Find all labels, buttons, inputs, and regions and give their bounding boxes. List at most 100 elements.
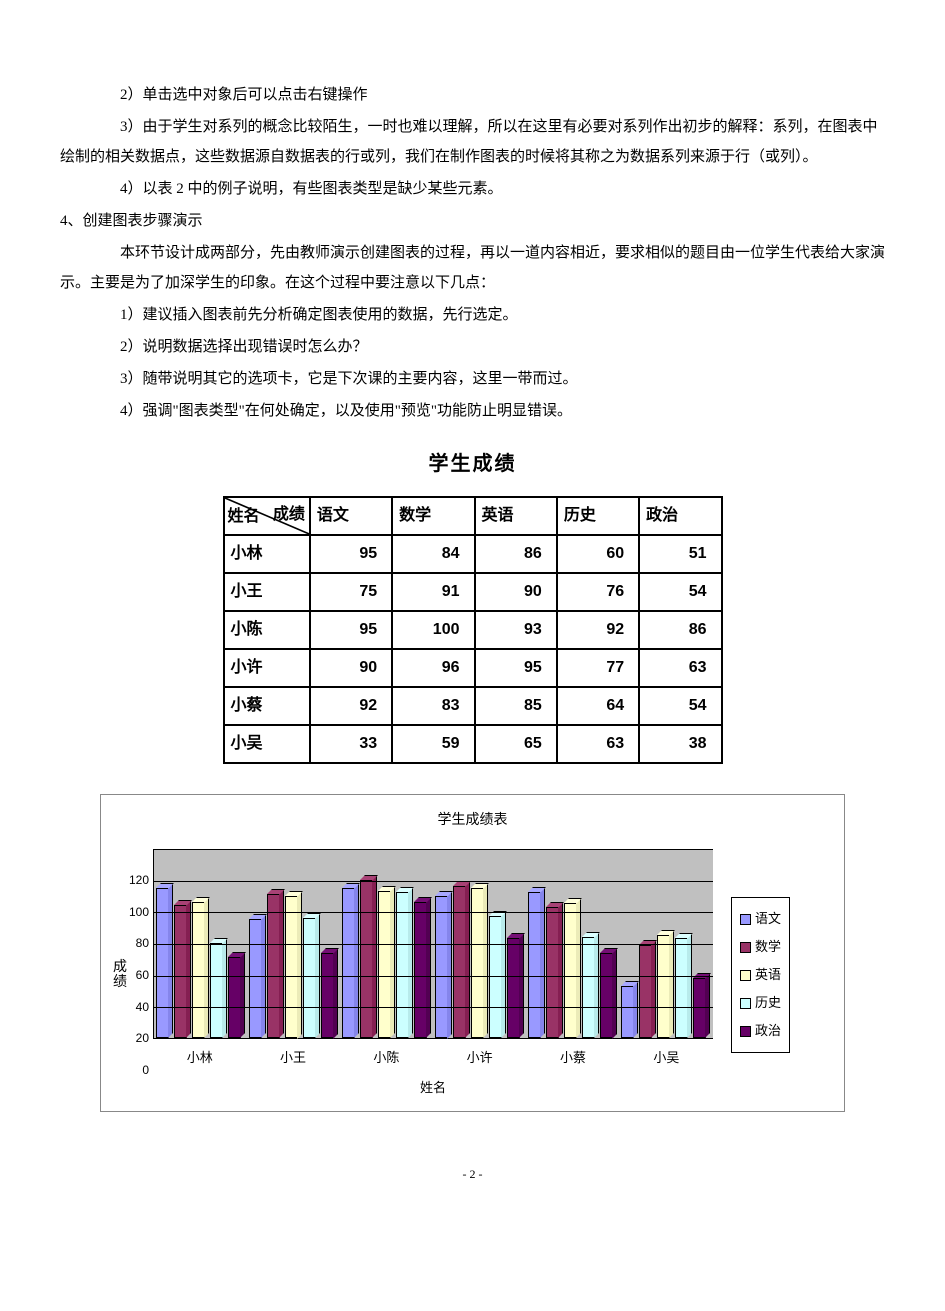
table-row-name: 小蔡 xyxy=(224,687,310,725)
table-cell-value: 95 xyxy=(310,611,392,649)
legend-item: 语文 xyxy=(740,906,781,932)
bar xyxy=(600,953,618,1039)
table-cell-value: 38 xyxy=(639,725,721,763)
legend-swatch xyxy=(740,998,751,1009)
table-cell-value: 93 xyxy=(475,611,557,649)
section-4-heading: 4、创建图表步骤演示 xyxy=(60,206,885,236)
table-row: 小蔡9283856454 xyxy=(224,687,722,725)
table-cell-value: 51 xyxy=(639,535,721,573)
chart-container: 学生成绩表 成绩 120100806040200 小林小王小陈小许小蔡小吴 姓名… xyxy=(100,794,845,1112)
table-cell-value: 60 xyxy=(557,535,639,573)
table-row-name: 小吴 xyxy=(224,725,310,763)
xtick-label: 小林 xyxy=(187,1045,213,1071)
chart-title: 学生成绩表 xyxy=(111,807,834,835)
table-cell-value: 64 xyxy=(557,687,639,725)
bar xyxy=(378,891,396,1038)
para-3: 3）由于学生对系列的概念比较陌生，一时也难以理解，所以在这里有必要对系列作出初步… xyxy=(60,112,885,172)
table-cell-value: 75 xyxy=(310,573,392,611)
table-col-header: 数学 xyxy=(392,497,474,535)
table-cell-value: 96 xyxy=(392,649,474,687)
table-cell-value: 86 xyxy=(475,535,557,573)
bar xyxy=(471,888,489,1038)
table-cell-value: 33 xyxy=(310,725,392,763)
bar xyxy=(675,938,693,1038)
bar xyxy=(228,957,246,1038)
bar xyxy=(528,892,546,1038)
corner-label-top: 成绩 xyxy=(273,499,305,531)
table-cell-value: 100 xyxy=(392,611,474,649)
legend-label: 英语 xyxy=(755,962,781,988)
bar xyxy=(321,953,339,1039)
table-cell-value: 54 xyxy=(639,687,721,725)
bar xyxy=(342,888,360,1038)
para-4c: 2）说明数据选择出现错误时怎么办？ xyxy=(60,332,885,362)
bar-group xyxy=(621,935,711,1038)
corner-label-bottom: 姓名 xyxy=(228,501,260,533)
bar xyxy=(396,892,414,1038)
table-cell-value: 65 xyxy=(475,725,557,763)
legend-item: 数学 xyxy=(740,934,781,960)
legend-item: 政治 xyxy=(740,1018,781,1044)
bar xyxy=(360,880,378,1038)
bar-group xyxy=(435,886,525,1038)
bar xyxy=(435,896,453,1039)
chart-ylabel: 成绩 xyxy=(111,960,129,991)
table-cell-value: 86 xyxy=(639,611,721,649)
table-col-header: 英语 xyxy=(475,497,557,535)
table-cell-value: 85 xyxy=(475,687,557,725)
table-row: 小林9584866051 xyxy=(224,535,722,573)
table-cell-value: 63 xyxy=(557,725,639,763)
legend-label: 政治 xyxy=(755,1018,781,1044)
page-footer: - 2 - xyxy=(60,1162,885,1186)
bar xyxy=(453,886,471,1038)
bar xyxy=(657,935,675,1038)
table-cell-value: 76 xyxy=(557,573,639,611)
table-cell-value: 54 xyxy=(639,573,721,611)
bar xyxy=(507,938,525,1038)
bar xyxy=(564,903,582,1038)
table-cell-value: 84 xyxy=(392,535,474,573)
bar xyxy=(693,978,711,1038)
xtick-label: 小蔡 xyxy=(560,1045,586,1071)
bar xyxy=(303,918,321,1038)
legend-item: 英语 xyxy=(740,962,781,988)
table-cell-value: 83 xyxy=(392,687,474,725)
legend-swatch xyxy=(740,1026,751,1037)
table-row-name: 小陈 xyxy=(224,611,310,649)
bar xyxy=(192,902,210,1038)
table-cell-value: 95 xyxy=(475,649,557,687)
bar-group xyxy=(342,880,432,1038)
chart-yticks: 120100806040200 xyxy=(129,880,149,1070)
legend-label: 历史 xyxy=(755,990,781,1016)
bar-group xyxy=(156,888,246,1038)
legend-item: 历史 xyxy=(740,990,781,1016)
table-row-name: 小许 xyxy=(224,649,310,687)
bar xyxy=(414,902,432,1038)
bar xyxy=(267,894,285,1038)
table-row: 小许9096957763 xyxy=(224,649,722,687)
para-4b: 1）建议插入图表前先分析确定图表使用的数据，先行选定。 xyxy=(60,300,885,330)
legend-swatch xyxy=(740,942,751,953)
para-2: 2）单击选中对象后可以点击右键操作 xyxy=(60,80,885,110)
bar xyxy=(249,919,267,1038)
grades-table: 成绩姓名语文数学英语历史政治 小林9584866051小王7591907654小… xyxy=(223,496,723,764)
table-col-header: 语文 xyxy=(310,497,392,535)
bar xyxy=(489,916,507,1038)
table-cell-value: 95 xyxy=(310,535,392,573)
chart-plot-area xyxy=(153,849,713,1039)
table-cell-value: 90 xyxy=(310,649,392,687)
bar xyxy=(285,896,303,1039)
table-row-name: 小林 xyxy=(224,535,310,573)
table-title: 学生成绩 xyxy=(60,444,885,484)
table-cell-value: 63 xyxy=(639,649,721,687)
table-cell-value: 91 xyxy=(392,573,474,611)
bar-group xyxy=(249,894,339,1038)
bar xyxy=(582,937,600,1038)
table-col-header: 政治 xyxy=(639,497,721,535)
bar xyxy=(174,905,192,1038)
bar xyxy=(546,907,564,1038)
table-cell-value: 77 xyxy=(557,649,639,687)
table-col-header: 历史 xyxy=(557,497,639,535)
legend-label: 语文 xyxy=(755,906,781,932)
xtick-label: 小王 xyxy=(280,1045,306,1071)
